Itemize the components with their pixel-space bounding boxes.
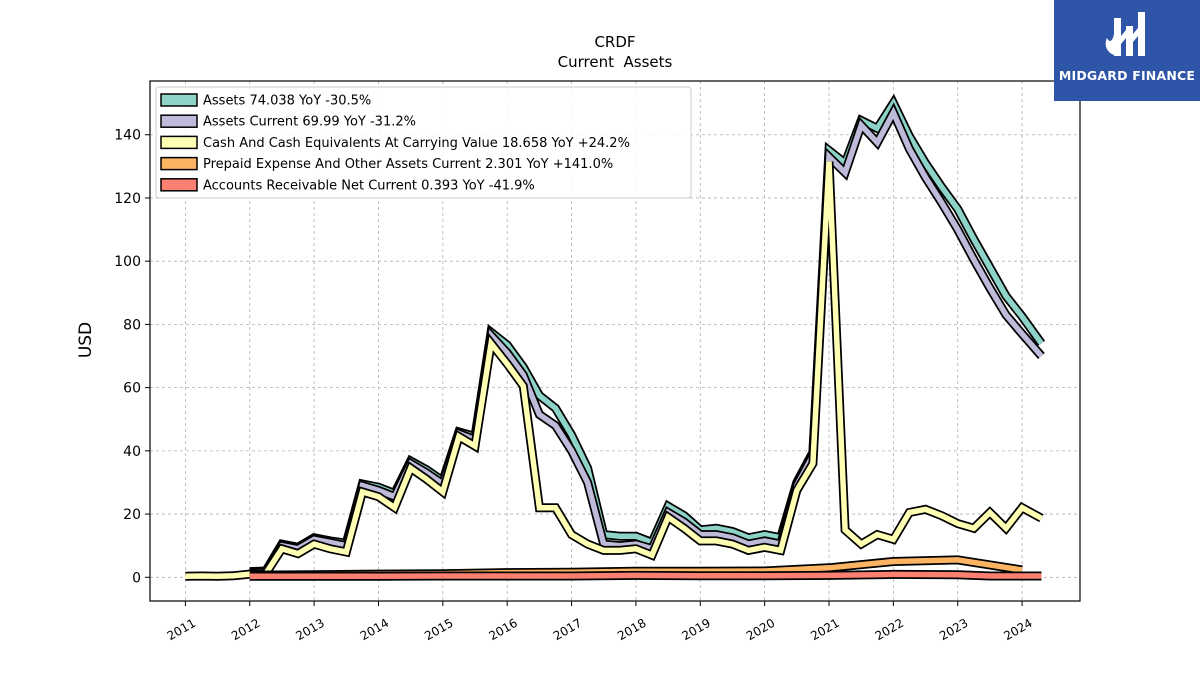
series-layer: [185, 93, 1046, 581]
x-tick-label: 2013: [293, 616, 326, 643]
legend-swatch: [160, 156, 198, 171]
x-tick-label: 2012: [229, 616, 262, 643]
y-tick-label: 140: [114, 128, 141, 144]
logo-text: MIDGARD FINANCE: [1058, 68, 1196, 83]
legend-label: Assets Current 69.99 YoY -31.2%: [203, 115, 416, 130]
x-tick-label: 2022: [873, 616, 906, 643]
series-line-1: [249, 106, 1044, 576]
midgard-logo-icon: [1105, 12, 1145, 56]
y-tick-label: 60: [123, 381, 141, 397]
x-tick-label: 2017: [551, 616, 584, 643]
legend-swatch: [160, 178, 198, 192]
legend-swatch: [160, 93, 198, 107]
chart-title: CRDF: [594, 33, 635, 51]
series-line-2: [185, 161, 1043, 580]
y-tick-label: 120: [114, 191, 141, 207]
x-tick-label: 2011: [165, 616, 198, 643]
x-tick-label: 2020: [744, 616, 777, 643]
y-axis-label: USD: [76, 322, 96, 358]
legend-label: Prepaid Expense And Other Assets Current…: [203, 157, 613, 172]
x-tick-label: 2023: [937, 616, 970, 643]
series-line-4: [249, 571, 1042, 580]
x-tick-label: 2018: [615, 616, 648, 643]
midgard-finance-logo: MIDGARD FINANCE: [1054, 0, 1200, 101]
legend-label: Cash And Cash Equivalents At Carrying Va…: [203, 136, 630, 151]
y-tick-label: 0: [132, 570, 141, 586]
plot-frame: [149, 80, 1081, 602]
legend-swatch: [160, 135, 198, 150]
x-tick-label: 2019: [680, 616, 713, 643]
y-tick-label: 100: [114, 254, 141, 270]
legend-box: [155, 86, 692, 199]
x-tick-label: 2021: [808, 616, 841, 643]
legend-swatch: [160, 114, 198, 128]
legend-label: Accounts Receivable Net Current 0.393 Yo…: [203, 178, 535, 193]
legend-label: Assets 74.038 YoY -30.5%: [203, 94, 371, 109]
x-tick-label: 2016: [486, 616, 519, 643]
x-tick-label: 2015: [422, 616, 455, 643]
y-tick-label: 20: [123, 507, 141, 523]
y-tick-label: 40: [123, 444, 141, 460]
y-tick-label: 80: [123, 317, 141, 333]
x-tick-label: 2014: [358, 616, 391, 643]
legend: Assets 74.038 YoY -30.5% Assets Current 6…: [155, 86, 692, 199]
x-tick-label: 2024: [1001, 616, 1034, 643]
chart-subtitle: Current Assets: [558, 53, 673, 71]
